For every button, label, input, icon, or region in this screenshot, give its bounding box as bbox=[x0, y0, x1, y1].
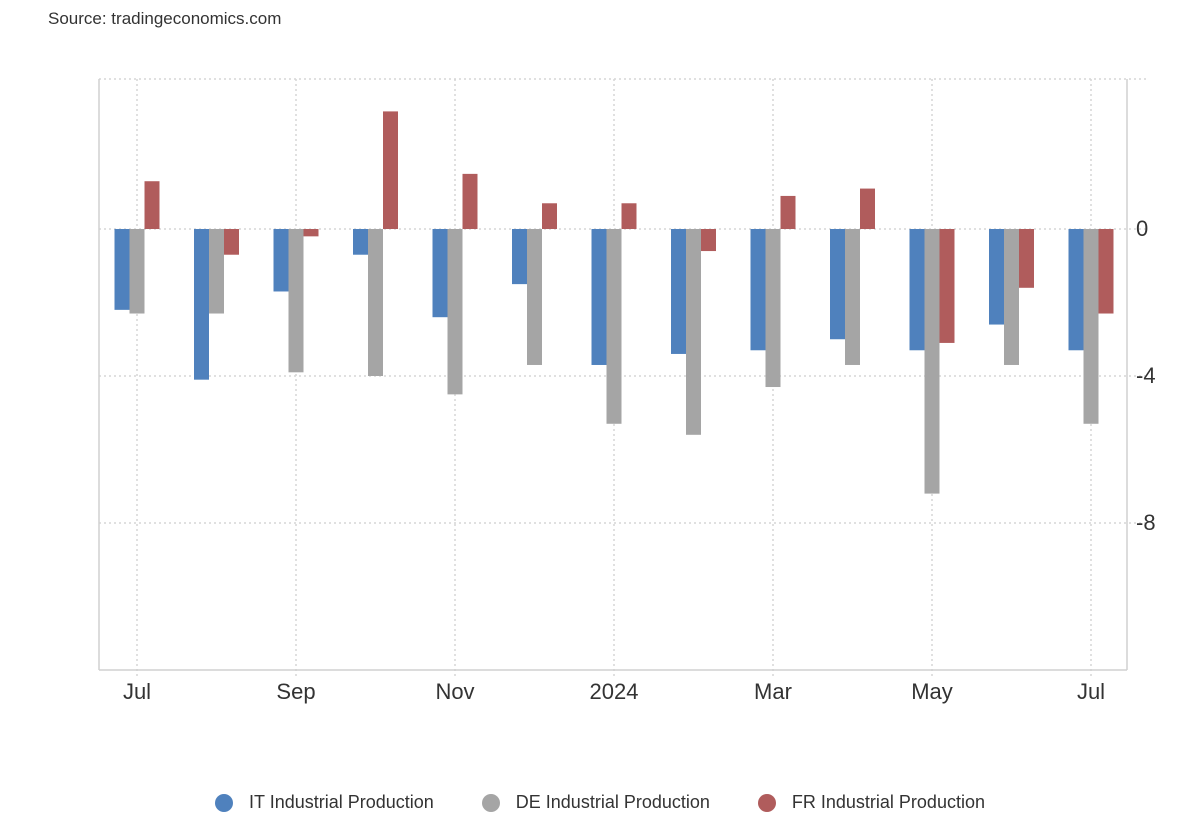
legend-marker-icon bbox=[481, 793, 500, 812]
bar-fr bbox=[1098, 229, 1114, 314]
bar-de bbox=[1083, 229, 1099, 424]
y-tick-label: -4 bbox=[1136, 363, 1156, 388]
bar-fr bbox=[224, 229, 239, 255]
bar-fr bbox=[701, 229, 716, 252]
bar-it bbox=[671, 229, 686, 354]
legend-item[interactable]: FR Industrial Production bbox=[757, 792, 985, 813]
legend-label: FR Industrial Production bbox=[791, 792, 985, 812]
bar-fr bbox=[542, 203, 557, 229]
bar-de bbox=[765, 229, 781, 388]
x-tick-label: Mar bbox=[754, 679, 792, 704]
bar-de bbox=[288, 229, 304, 373]
bar-de bbox=[924, 229, 940, 494]
legend: IT Industrial Production DE Industrial Pr… bbox=[0, 792, 1200, 813]
bar-de bbox=[209, 229, 224, 314]
legend-marker-icon bbox=[215, 793, 234, 812]
x-tick-label: Jul bbox=[123, 679, 151, 704]
bar-it bbox=[194, 229, 209, 380]
bar-de bbox=[845, 229, 860, 365]
bar-it bbox=[750, 229, 766, 351]
bar-it bbox=[512, 229, 527, 285]
x-tick-label: Sep bbox=[276, 679, 315, 704]
bar-de bbox=[527, 229, 542, 365]
bar-fr bbox=[144, 181, 160, 229]
legend-item[interactable]: DE Industrial Production bbox=[481, 792, 710, 813]
bar-it bbox=[1068, 229, 1084, 351]
y-tick-label: 0 bbox=[1136, 216, 1148, 241]
bar-chart: 0 -4 -8 Jul Sep Nov 2024 Mar May Jul bbox=[98, 78, 1156, 704]
bar-fr bbox=[1019, 229, 1034, 288]
legend-label: IT Industrial Production bbox=[249, 792, 434, 812]
bar-it bbox=[591, 229, 607, 365]
bar-fr bbox=[383, 111, 398, 229]
bar-fr bbox=[303, 229, 319, 237]
bar-de bbox=[129, 229, 145, 314]
legend-item[interactable]: IT Industrial Production bbox=[215, 792, 434, 813]
legend-marker-icon bbox=[757, 793, 776, 812]
bar-it bbox=[353, 229, 368, 255]
bar-fr bbox=[780, 195, 796, 229]
x-tick-label: Nov bbox=[435, 679, 474, 704]
grid-layer bbox=[99, 78, 1147, 678]
bar-fr bbox=[939, 229, 955, 343]
legend-label: DE Industrial Production bbox=[515, 792, 710, 812]
bar-it bbox=[830, 229, 845, 340]
source-label: Source: tradingeconomics.com bbox=[48, 9, 282, 28]
x-tick-label: May bbox=[911, 679, 953, 704]
axis-layer: 0 -4 -8 Jul Sep Nov 2024 Mar May Jul bbox=[98, 79, 1156, 704]
bar-de bbox=[1004, 229, 1019, 365]
bar-de bbox=[447, 229, 463, 395]
bar-it bbox=[989, 229, 1004, 325]
y-tick-label: -8 bbox=[1136, 510, 1156, 535]
bar-fr bbox=[860, 188, 875, 229]
bar-it bbox=[273, 229, 289, 292]
bar-de bbox=[606, 229, 622, 424]
bar-it bbox=[432, 229, 448, 318]
x-tick-label: 2024 bbox=[590, 679, 639, 704]
bar-fr bbox=[462, 173, 478, 229]
bars-layer bbox=[114, 111, 1114, 494]
bar-de bbox=[368, 229, 383, 376]
bar-it bbox=[114, 229, 130, 310]
bar-it bbox=[909, 229, 925, 351]
bar-fr bbox=[621, 203, 637, 229]
bar-de bbox=[686, 229, 701, 435]
x-tick-label: Jul bbox=[1077, 679, 1105, 704]
